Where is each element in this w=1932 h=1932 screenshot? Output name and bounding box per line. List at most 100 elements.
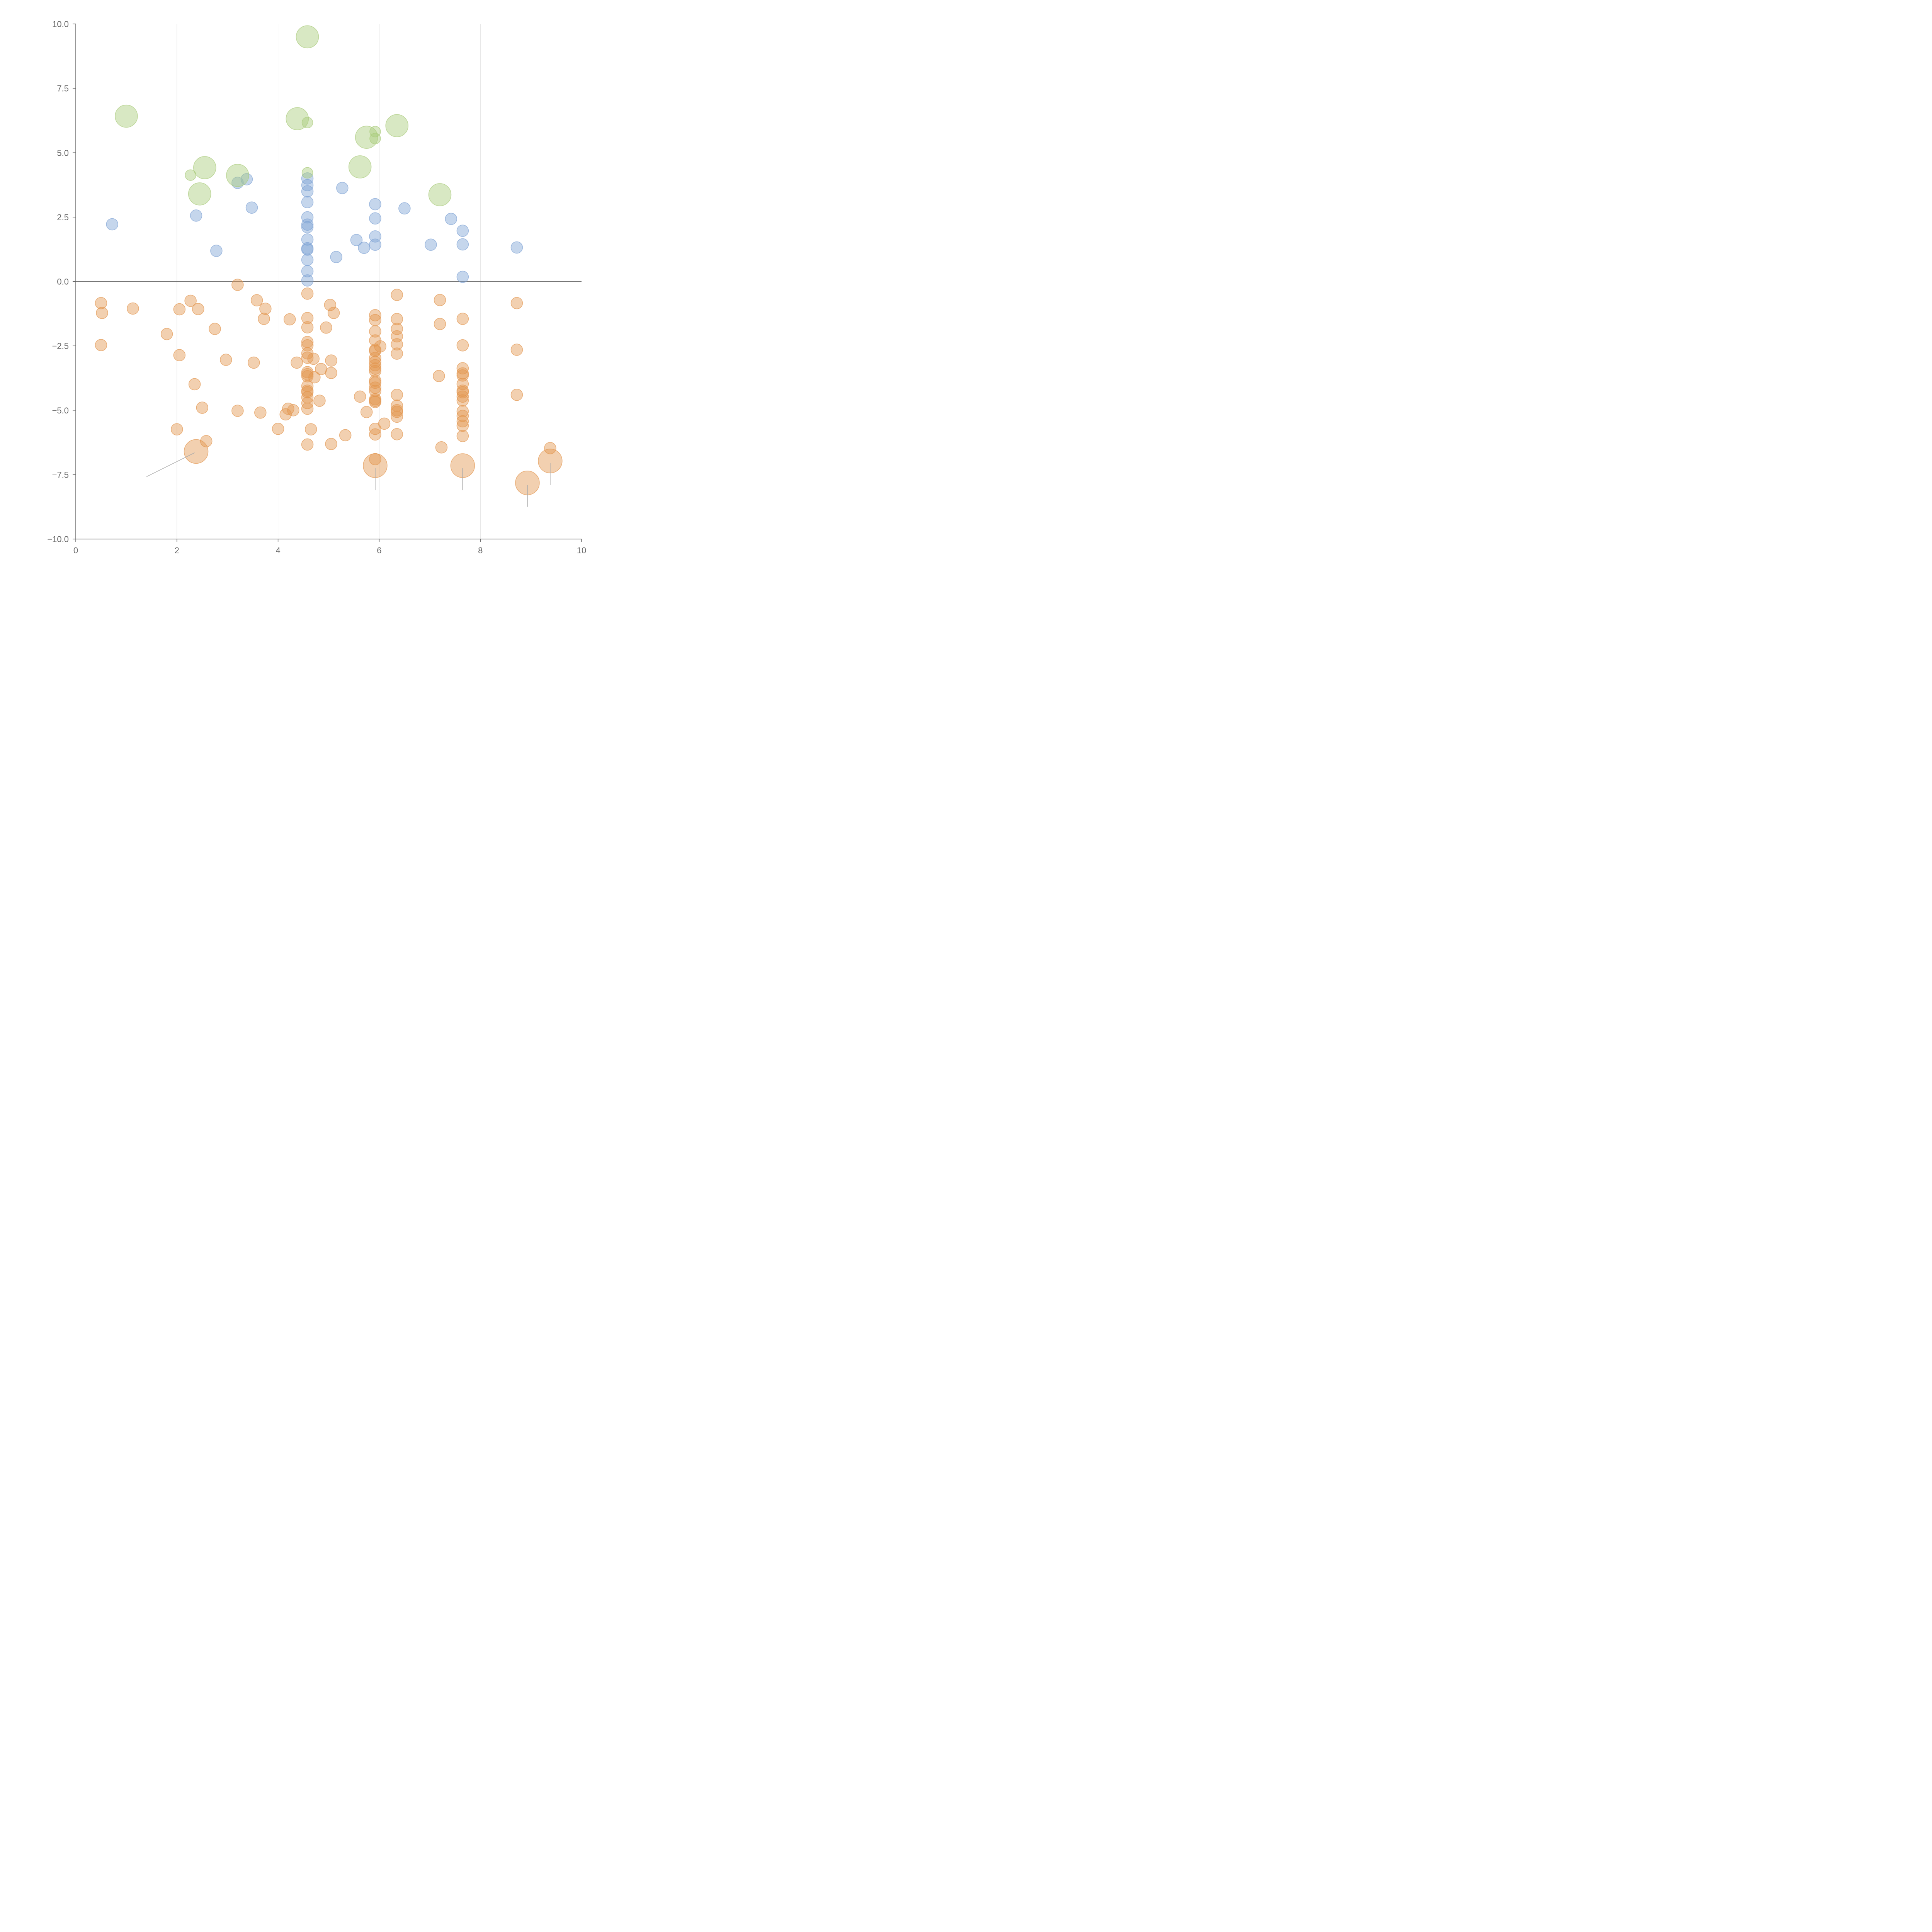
data-point-negative [369, 355, 381, 368]
data-point-positive [231, 177, 244, 189]
data-point-negative [96, 307, 108, 319]
data-point-highlight [428, 183, 452, 206]
data-point-negative [374, 340, 386, 353]
data-point-negative [391, 289, 403, 301]
data-point-positive [369, 238, 381, 251]
x-tick-label: 4 [276, 546, 280, 555]
data-point-negative [320, 321, 332, 334]
data-point-negative [283, 313, 296, 326]
data-point-positive [358, 242, 370, 254]
x-tick-label: 2 [175, 546, 179, 555]
data-point-positive [301, 274, 314, 287]
data-point-negative [160, 328, 173, 340]
data-point-negative [301, 438, 314, 451]
data-point-positive [301, 243, 314, 256]
x-tick-label: 6 [377, 546, 381, 555]
data-point-negative [301, 386, 314, 398]
data-point-negative [510, 297, 523, 310]
points-layer [95, 25, 563, 495]
data-point-positive [106, 218, 118, 231]
data-point-negative [435, 441, 448, 454]
data-point-negative [171, 423, 183, 435]
data-point-negative [510, 389, 523, 401]
data-point-negative [325, 438, 337, 450]
data-point-negative [327, 307, 340, 319]
data-point-positive [301, 233, 314, 246]
data-point-negative [456, 410, 469, 422]
data-point-highlight [385, 114, 408, 138]
data-point-negative [456, 313, 469, 325]
data-point-negative [254, 406, 267, 419]
data-point-negative [301, 321, 314, 333]
data-point-negative [391, 428, 403, 440]
data-point-negative [456, 394, 469, 407]
data-point-negative [434, 318, 446, 330]
data-point-negative [369, 325, 381, 338]
x-tick-label: 0 [73, 546, 78, 555]
data-point-negative [354, 390, 366, 403]
y-tick-label: −7.5 [52, 470, 69, 480]
data-point-negative [325, 354, 337, 367]
data-point-positive [301, 265, 314, 277]
data-point-negative [369, 428, 381, 441]
data-point-highlight [115, 104, 138, 128]
x-tick-label: 8 [478, 546, 483, 555]
data-point-negative [258, 313, 270, 325]
data-point-highlight [193, 156, 216, 179]
data-point-negative [308, 371, 321, 384]
data-point-negative [325, 367, 337, 379]
data-point-negative [434, 294, 446, 306]
data-point-highlight [369, 126, 381, 138]
y-tick-label: 2.5 [57, 213, 69, 222]
data-point-negative [200, 435, 213, 447]
y-tick-label: 0.0 [57, 277, 69, 287]
data-point-negative [313, 395, 326, 407]
data-point-positive [301, 179, 314, 191]
data-point-positive [210, 245, 223, 257]
data-point-negative [544, 442, 556, 454]
data-point-positive [301, 211, 314, 224]
data-point-negative [391, 389, 403, 401]
data-point-positive [369, 212, 381, 224]
data-point-negative [231, 405, 244, 417]
data-point-positive [245, 201, 258, 214]
data-point-positive [301, 185, 314, 197]
y-tick-label: −2.5 [52, 341, 69, 351]
data-point-negative [391, 313, 403, 325]
data-point-positive [301, 196, 314, 208]
data-point-negative [95, 297, 107, 310]
data-point-negative [339, 429, 352, 442]
data-point-highlight [301, 167, 313, 179]
data-point-positive [301, 253, 314, 266]
data-point-negative [259, 303, 272, 315]
data-point-positive [398, 202, 411, 214]
data-point-highlight [286, 107, 309, 131]
data-point-negative [433, 370, 445, 382]
data-point-negative [391, 338, 403, 350]
data-point-negative [301, 403, 314, 415]
data-point-negative [369, 396, 381, 408]
data-point-negative [250, 294, 263, 306]
data-point-negative [391, 347, 403, 360]
data-point-negative [369, 314, 381, 327]
y-tick-label: 7.5 [57, 84, 69, 94]
data-point-positive [445, 213, 457, 225]
y-tick-label: −10.0 [47, 534, 69, 544]
data-point-negative [184, 294, 197, 307]
data-point-negative [324, 299, 337, 311]
data-point-highlight [185, 169, 196, 181]
data-point-positive [456, 270, 469, 283]
data-point-negative [456, 362, 469, 374]
data-point-highlight [355, 126, 378, 149]
data-point-negative [456, 415, 469, 428]
y-tick-label: 10.0 [52, 19, 69, 29]
data-point-negative [391, 405, 403, 418]
data-point-negative [301, 352, 314, 364]
data-point-negative [456, 430, 469, 442]
data-point-positive [456, 224, 469, 237]
data-point-negative [456, 369, 469, 382]
data-point-negative [510, 344, 523, 356]
callout-leaders-layer [146, 452, 551, 507]
data-point-negative [173, 349, 186, 361]
data-point-highlight [348, 155, 372, 179]
